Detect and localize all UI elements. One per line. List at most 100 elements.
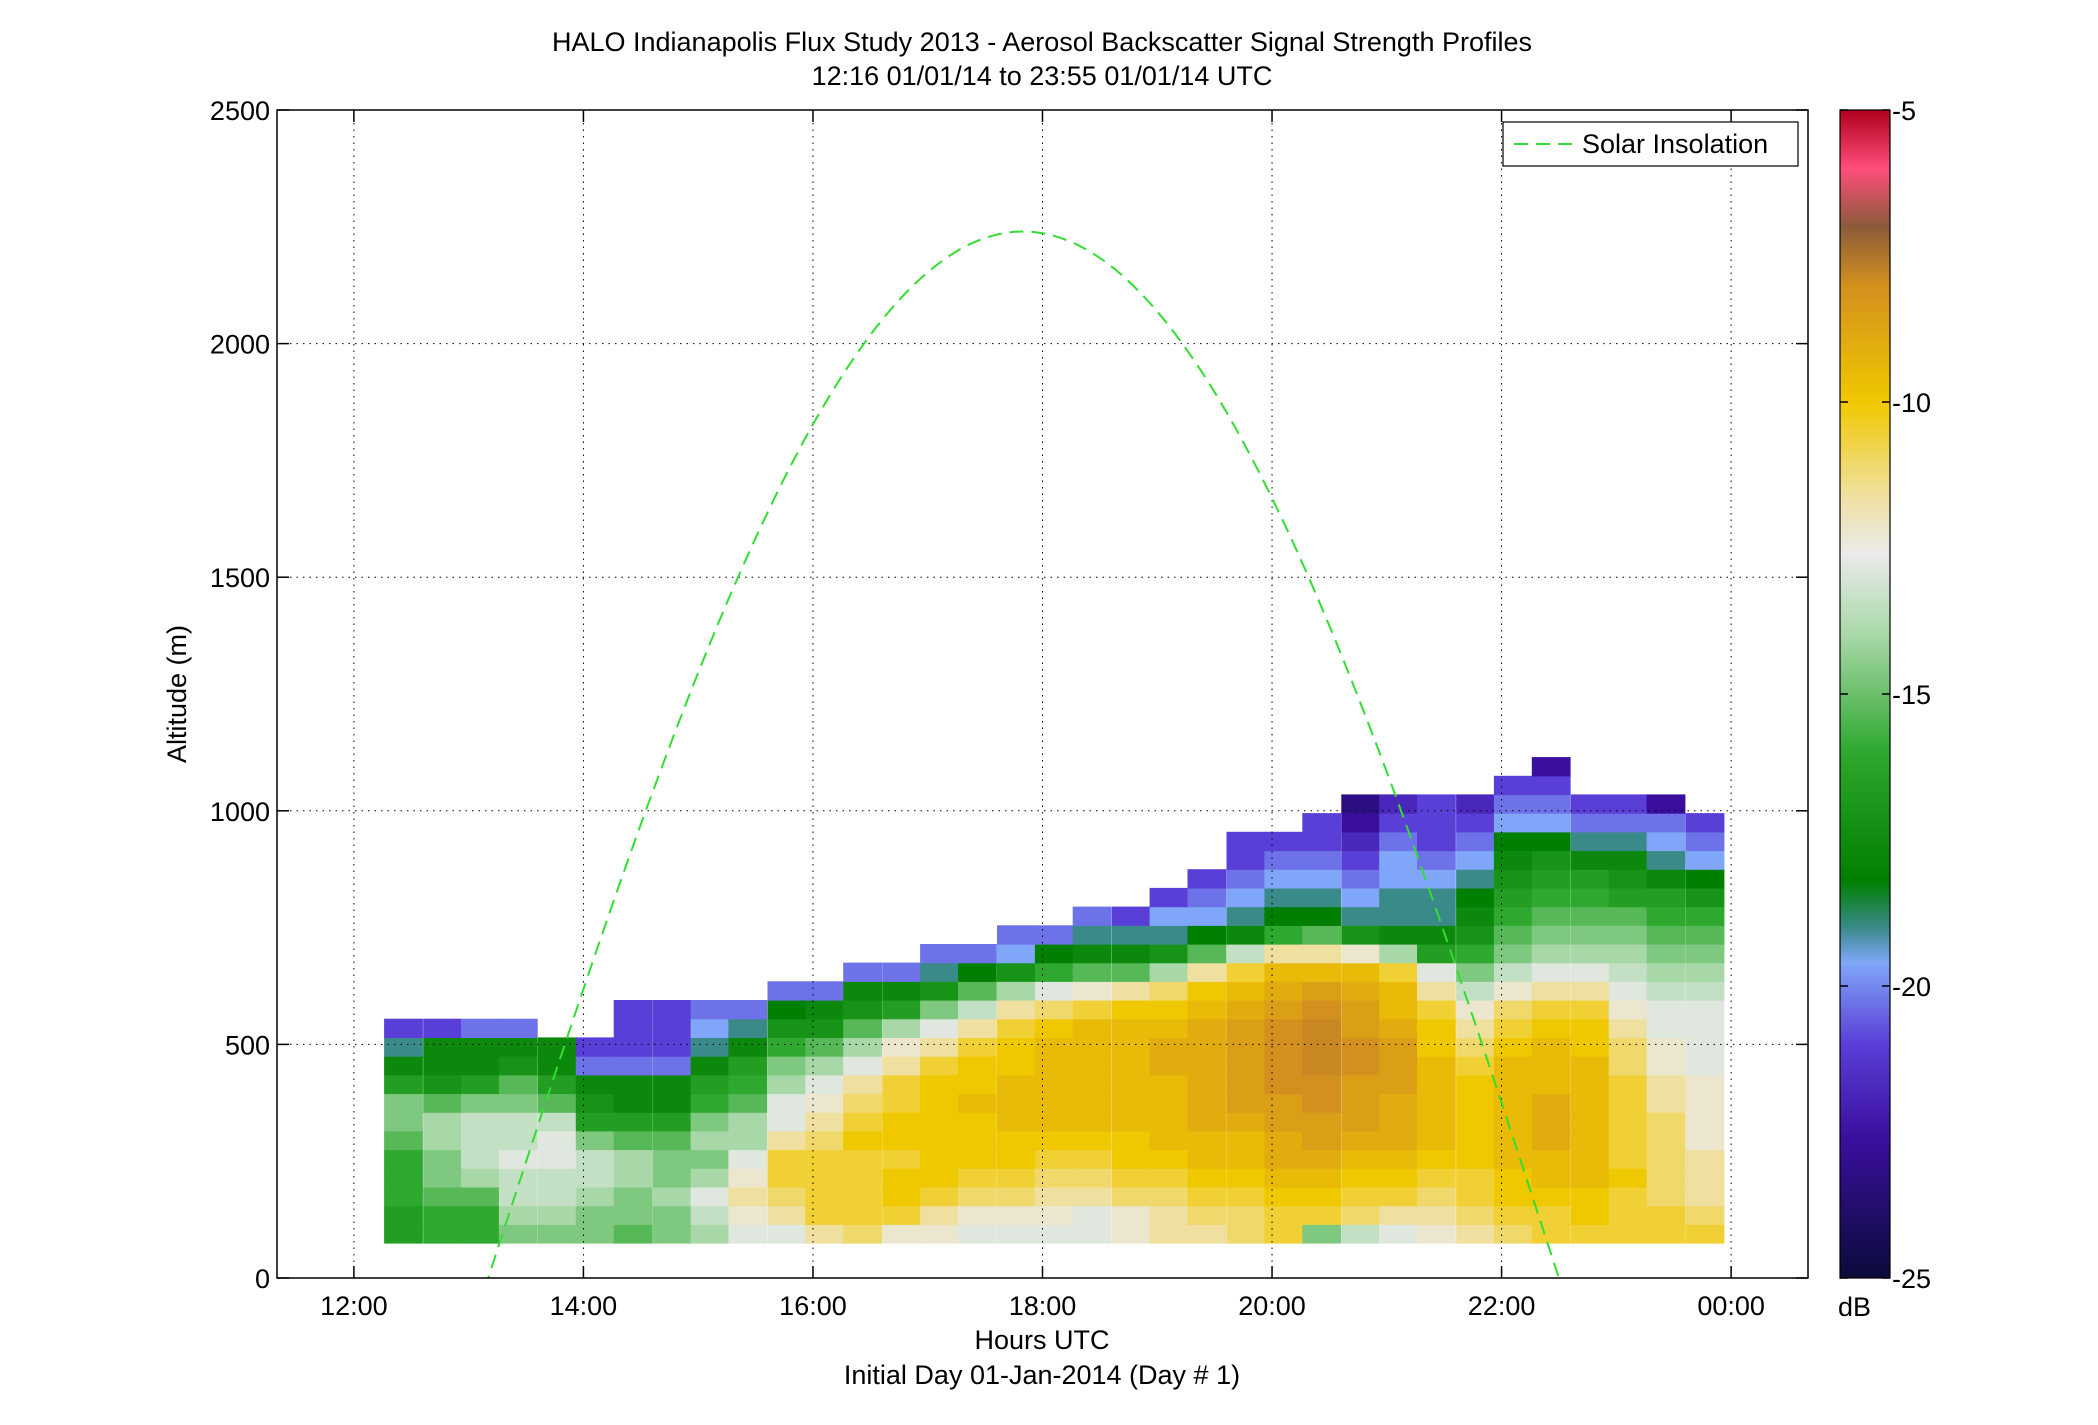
heatmap-cell bbox=[1531, 981, 1571, 1001]
heatmap-cell bbox=[423, 1168, 462, 1188]
heatmap-cell bbox=[1531, 925, 1571, 945]
heatmap-cell bbox=[652, 1149, 692, 1169]
heatmap-cell bbox=[920, 981, 959, 1001]
heatmap-cell bbox=[1570, 1037, 1610, 1057]
heatmap-cell bbox=[1570, 1149, 1610, 1169]
heatmap-cell bbox=[882, 962, 921, 982]
heatmap-cell bbox=[1111, 944, 1151, 964]
heatmap-cell bbox=[1341, 1056, 1381, 1076]
heatmap-cell bbox=[498, 1168, 538, 1188]
heatmap-cell bbox=[728, 1000, 768, 1020]
heatmap-cell bbox=[805, 1205, 845, 1225]
heatmap-cell bbox=[1417, 1130, 1456, 1151]
heatmap-cell bbox=[690, 1000, 730, 1020]
heatmap-cell bbox=[1379, 813, 1418, 833]
heatmap-cell bbox=[384, 1018, 423, 1038]
heatmap-cell bbox=[997, 925, 1036, 945]
heatmap-cell bbox=[652, 1224, 692, 1244]
heatmap-cell bbox=[1608, 1224, 1648, 1244]
heatmap-cell bbox=[1685, 1018, 1725, 1038]
heatmap-cell bbox=[1493, 850, 1533, 870]
heatmap-cell bbox=[1493, 813, 1533, 833]
heatmap-cell bbox=[1493, 831, 1533, 852]
heatmap-cell bbox=[613, 1093, 653, 1113]
heatmap-cell bbox=[1341, 869, 1381, 889]
heatmap-cell bbox=[1417, 831, 1456, 852]
heatmap-cell bbox=[1646, 831, 1686, 852]
heatmap-cell bbox=[384, 1130, 423, 1151]
heatmap-cell bbox=[652, 1186, 692, 1207]
heatmap-cell bbox=[1302, 1130, 1342, 1151]
heatmap-cell bbox=[1072, 1130, 1112, 1151]
heatmap-cell bbox=[1531, 906, 1571, 926]
heatmap-cell bbox=[958, 1056, 997, 1076]
heatmap-cell bbox=[498, 1056, 538, 1076]
heatmap-cell bbox=[1072, 1112, 1112, 1132]
heatmap-cell bbox=[882, 1112, 921, 1132]
heatmap-cell bbox=[575, 1186, 615, 1207]
heatmap-cell bbox=[384, 1205, 423, 1225]
heatmap-cell bbox=[882, 1186, 921, 1207]
heatmap-cell bbox=[575, 1205, 615, 1225]
heatmap-cell bbox=[1341, 1093, 1381, 1113]
heatmap-cell bbox=[461, 1130, 500, 1151]
heatmap-cell bbox=[920, 1018, 959, 1038]
heatmap-cell bbox=[1341, 794, 1381, 814]
heatmap-cell bbox=[805, 1000, 845, 1020]
heatmap-cell bbox=[1034, 1000, 1074, 1020]
heatmap-cell bbox=[767, 1074, 807, 1095]
heatmap-cell bbox=[1646, 850, 1686, 870]
heatmap-cell bbox=[384, 1074, 423, 1095]
heatmap-cell bbox=[537, 1205, 577, 1225]
heatmap-cell bbox=[1646, 1112, 1686, 1132]
heatmap-cell bbox=[1685, 1037, 1725, 1057]
heatmap-cell bbox=[1341, 1186, 1381, 1207]
heatmap-cell bbox=[1264, 1000, 1304, 1020]
heatmap-cell bbox=[1379, 1037, 1418, 1057]
heatmap-cell bbox=[1570, 1186, 1610, 1207]
heatmap-cell bbox=[997, 1130, 1036, 1151]
heatmap-cell bbox=[728, 1056, 768, 1076]
heatmap-cell bbox=[1149, 1000, 1189, 1020]
heatmap-cell bbox=[1302, 1224, 1342, 1244]
heatmap-cell bbox=[767, 1168, 807, 1188]
heatmap-cell bbox=[1456, 1186, 1495, 1207]
heatmap-cell bbox=[805, 1037, 845, 1057]
x-tick-label: 22:00 bbox=[1468, 1291, 1536, 1321]
heatmap-cell bbox=[843, 1018, 882, 1038]
heatmap-cell bbox=[1608, 869, 1648, 889]
heatmap-cell bbox=[1417, 981, 1456, 1001]
heatmap-cell bbox=[958, 962, 997, 982]
heatmap-cell bbox=[423, 1186, 462, 1207]
heatmap-cell bbox=[1608, 1074, 1648, 1095]
heatmap-cell bbox=[1531, 1018, 1571, 1038]
heatmap-cell bbox=[384, 1149, 423, 1169]
heatmap-cell bbox=[843, 1186, 882, 1207]
heatmap-cell bbox=[1034, 1018, 1074, 1038]
heatmap-cell bbox=[423, 1056, 462, 1076]
heatmap-cell bbox=[384, 1056, 423, 1076]
heatmap-cell bbox=[423, 1205, 462, 1225]
heatmap-cell bbox=[728, 1168, 768, 1188]
heatmap-cell bbox=[1341, 1149, 1381, 1169]
heatmap-cell bbox=[1608, 831, 1648, 852]
heatmap-cell bbox=[1187, 1018, 1227, 1038]
heatmap-cell bbox=[920, 1112, 959, 1132]
heatmap-cell bbox=[1149, 1018, 1189, 1038]
heatmap-cell bbox=[1531, 1186, 1571, 1207]
heatmap-cell bbox=[882, 1000, 921, 1020]
heatmap-cell bbox=[1531, 869, 1571, 889]
heatmap-cell bbox=[1341, 1205, 1381, 1225]
heatmap-cell bbox=[1226, 1074, 1266, 1095]
heatmap-cell bbox=[1149, 1037, 1189, 1057]
heatmap-cell bbox=[1608, 1000, 1648, 1020]
heatmap-cell bbox=[423, 1037, 462, 1057]
heatmap-cell bbox=[1264, 1205, 1304, 1225]
heatmap-cell bbox=[1456, 1056, 1495, 1076]
heatmap-cell bbox=[1341, 831, 1381, 852]
heatmap-cell bbox=[1646, 1149, 1686, 1169]
heatmap-cell bbox=[1072, 1037, 1112, 1057]
heatmap-cell bbox=[1149, 1093, 1189, 1113]
heatmap-cell bbox=[1302, 1149, 1342, 1169]
heatmap-cell bbox=[1685, 869, 1725, 889]
